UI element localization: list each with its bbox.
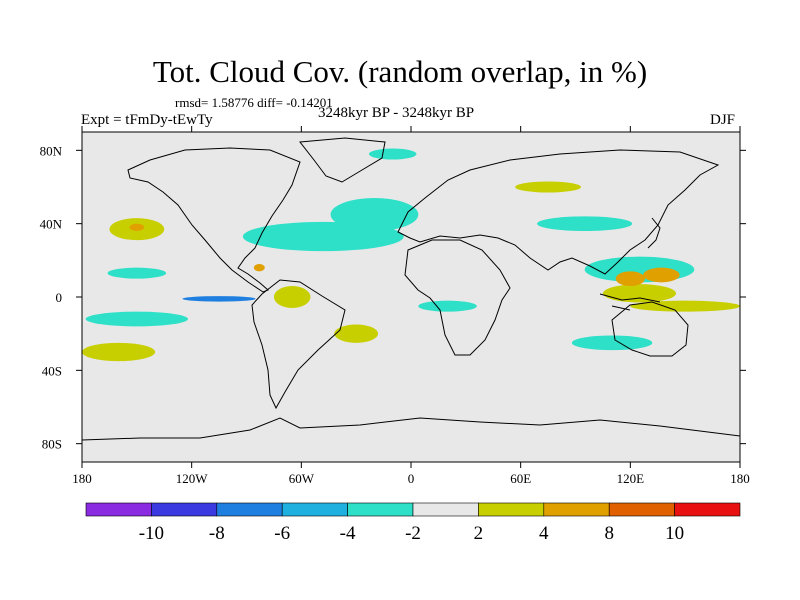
y-tick-label: 40N [40,217,63,232]
stats-label: rmsd= 1.58776 diff= -0.14201 [175,95,333,110]
x-tick-label: 180 [730,471,750,486]
y-tick-label: 80S [42,437,62,452]
season-label: DJF [710,112,736,128]
anomaly-patch [515,181,581,193]
anomaly-layer [82,148,740,362]
colorbar-swatch [608,502,675,517]
anomaly-patch [615,271,645,286]
colorbar-swatch [281,502,348,517]
x-tick-label: 180 [72,471,92,486]
anomaly-patch [85,311,189,327]
anomaly-patch [602,284,677,303]
colorbar-label: -6 [274,523,290,544]
coastline-australia [611,301,689,357]
anomaly-patch [630,300,740,312]
experiment-label: Expt = tFmDy-tEwTy [81,112,213,128]
colorbar-label: -8 [209,523,225,544]
colorbar-label: -4 [340,523,356,544]
colorbar-label: 2 [474,523,484,544]
colorbar-swatch [85,502,152,517]
y-tick-label: 80N [40,143,63,158]
anomaly-patch [334,324,379,343]
coastline-antarctica [82,417,740,441]
anomaly-patch [107,267,167,279]
colorbar-swatch [478,502,545,517]
colorbar-swatch [543,502,610,517]
coastlines [82,137,740,441]
x-tick-label: 120E [617,471,645,486]
colorbar-swatch [412,502,479,517]
colorbar-label: 8 [604,523,614,544]
coastline-africa [404,239,511,356]
anomaly-patch [273,286,311,308]
colorbar-label: 4 [539,523,549,544]
colorbar-label: -10 [139,523,164,544]
colorbar-label: -2 [405,523,421,544]
x-tick-label: 0 [408,471,415,486]
anomaly-patch [537,216,633,232]
x-axis: 180 120W 60W 0 60E 120E 180 [72,126,750,486]
y-tick-label: 40S [42,363,62,378]
colorbar-swatch [151,502,218,517]
colorbar-swatch [347,502,414,517]
colorbar-label: 10 [665,523,684,544]
anomaly-patch [82,342,156,362]
anomaly-patch [253,264,265,272]
anomaly-patch [129,223,145,231]
colorbar-swatch [674,502,741,517]
x-tick-label: 120W [176,471,209,486]
colorbar-swatch [216,502,283,517]
chart-title: Tot. Cloud Cov. (random overlap, in %) [152,54,648,89]
anomaly-patch [643,267,680,283]
y-tick-label: 0 [56,290,63,305]
anomaly-patch [571,335,653,351]
coastline-greenland [299,137,386,183]
x-tick-label: 60W [289,471,315,486]
period-label: 3248kyr BP - 3248kyr BP [318,105,475,121]
x-tick-label: 60E [510,471,531,486]
coastline-north-america [127,147,301,293]
coastline-south-america [251,279,346,410]
coastline-eurasia [397,149,720,275]
coastline-japan [647,217,661,249]
y-axis: 80N 40N 0 40S 80S [40,143,746,452]
anomaly-patch [330,198,419,231]
colorbar: -10 -8 -6 -4 -2 2 4 8 10 [85,502,741,544]
anomaly-patch [368,148,417,160]
anomaly-patch [418,300,477,312]
anomaly-patch [182,296,256,302]
coastline-indonesia [599,293,661,311]
